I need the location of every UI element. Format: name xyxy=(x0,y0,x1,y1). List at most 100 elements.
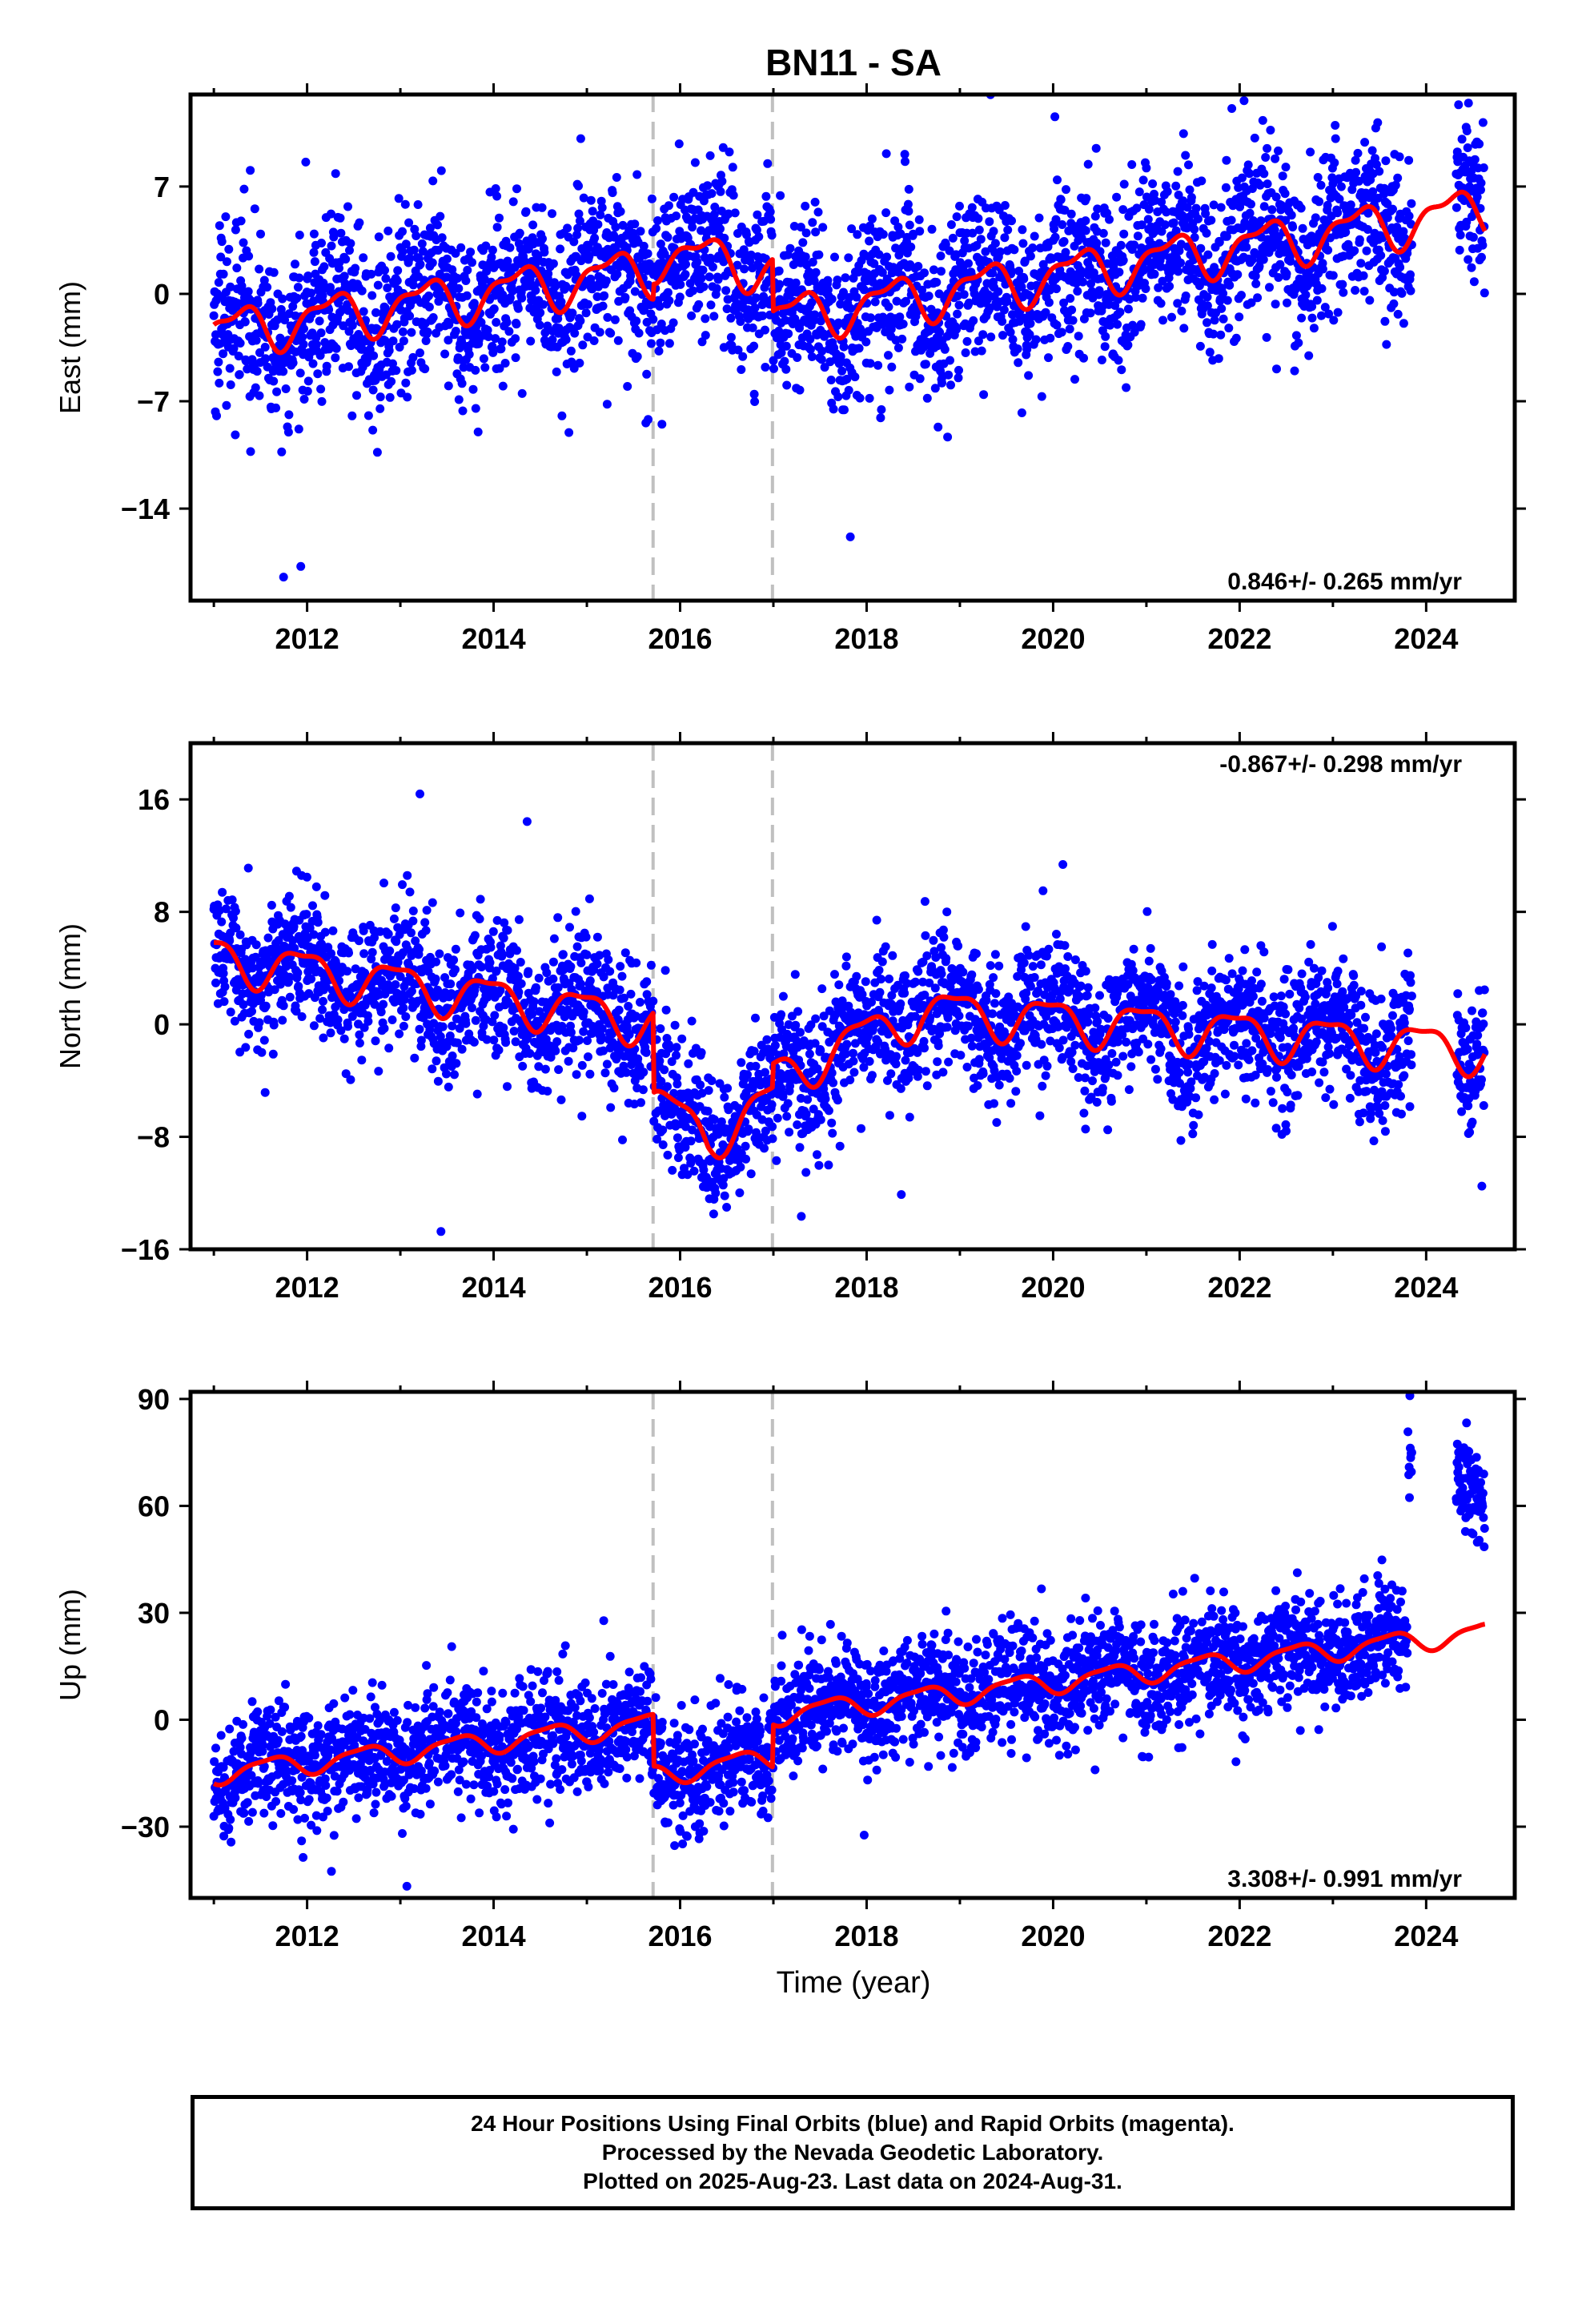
east-data-point xyxy=(630,287,640,296)
north-data-point xyxy=(751,1061,761,1071)
east-data-point xyxy=(572,230,582,239)
east-data-point xyxy=(616,207,625,216)
east-data-point xyxy=(1259,169,1269,179)
east-data-point xyxy=(259,275,269,285)
east-data-point xyxy=(808,257,817,267)
east-data-point xyxy=(484,332,493,341)
east-data-point xyxy=(528,220,538,230)
north-data-point xyxy=(398,880,407,890)
east-data-point xyxy=(1114,356,1123,365)
north-data-point xyxy=(268,1049,278,1059)
east-data-point xyxy=(726,332,736,342)
north-data-point xyxy=(576,958,586,967)
north-data-point xyxy=(384,1043,394,1053)
east-data-point xyxy=(1050,224,1059,234)
north-data-point xyxy=(617,971,627,981)
east-data-point xyxy=(805,335,815,344)
east-data-point xyxy=(1173,167,1182,176)
east-data-point xyxy=(1323,245,1333,255)
east-data-point xyxy=(371,308,380,317)
east-data-point xyxy=(209,311,219,320)
east-data-point xyxy=(733,345,743,355)
east-data-point xyxy=(775,279,785,289)
east-data-point xyxy=(481,241,491,251)
east-data-point xyxy=(292,293,302,303)
east-data-point xyxy=(810,310,820,320)
east-data-point xyxy=(488,348,498,357)
east-data-point xyxy=(753,210,762,219)
north-data-point xyxy=(720,1191,729,1200)
east-data-point xyxy=(1061,247,1070,257)
east-data-point xyxy=(1455,245,1464,255)
east-data-point xyxy=(1122,383,1131,392)
north-data-point xyxy=(451,965,460,975)
north-data-point xyxy=(319,996,327,1006)
north-data-point xyxy=(355,1039,364,1047)
east-data-point xyxy=(529,67,538,76)
north-data-point xyxy=(579,1007,588,1017)
east-data-point xyxy=(413,200,423,209)
north-points xyxy=(209,789,1489,1236)
north-data-point xyxy=(827,1118,837,1128)
east-data-point xyxy=(1404,155,1414,165)
north-data-point xyxy=(592,959,602,969)
east-data-point xyxy=(363,411,373,420)
north-data-point xyxy=(793,1120,802,1129)
east-data-point xyxy=(1044,298,1054,308)
east-data-point xyxy=(1336,182,1346,191)
east-data-point xyxy=(676,279,685,289)
east-data-point xyxy=(375,392,385,402)
north-data-point xyxy=(841,952,851,962)
east-data-point xyxy=(492,191,502,201)
east-data-point xyxy=(421,336,431,345)
north-data-point xyxy=(849,1068,859,1077)
east-data-point xyxy=(1356,259,1366,268)
east-data-point xyxy=(469,299,479,308)
east-data-point xyxy=(372,448,382,457)
east-data-point xyxy=(892,296,901,306)
east-data-point xyxy=(548,259,558,268)
north-data-point xyxy=(770,1040,780,1050)
north-data-point xyxy=(642,977,652,987)
north-data-point xyxy=(468,1003,476,1012)
north-data-point xyxy=(355,1030,364,1039)
east-data-point xyxy=(1274,273,1283,282)
east-data-point xyxy=(1062,185,1070,195)
east-data-point xyxy=(232,263,242,273)
east-data-point xyxy=(839,287,848,297)
east-data-point xyxy=(689,286,697,296)
east-data-point xyxy=(1167,312,1176,322)
north-data-point xyxy=(438,1022,448,1031)
north-data-point xyxy=(516,979,526,988)
north-data-point xyxy=(572,1070,581,1080)
north-data-point xyxy=(790,970,800,979)
east-data-point xyxy=(1086,308,1095,318)
east-data-point xyxy=(393,266,403,275)
east-data-point xyxy=(865,236,874,246)
east-data-point xyxy=(1044,353,1053,363)
east-data-point xyxy=(900,150,909,159)
east-data-point xyxy=(733,229,742,238)
east-data-point xyxy=(1287,211,1296,220)
east-data-point xyxy=(954,373,963,383)
east-data-point xyxy=(1282,269,1291,279)
east-data-point xyxy=(1256,216,1266,226)
east-data-point xyxy=(1265,283,1274,292)
north-data-point xyxy=(408,907,418,915)
north-data-point xyxy=(736,1162,745,1172)
east-data-point xyxy=(437,233,447,243)
north-data-point xyxy=(744,1124,753,1134)
east-data-point xyxy=(1250,133,1259,143)
east-data-point xyxy=(901,157,909,167)
east-data-point xyxy=(1259,202,1269,211)
east-plot-area xyxy=(209,67,1489,601)
east-data-point xyxy=(1123,340,1133,350)
east-data-point xyxy=(416,259,425,269)
east-data-point xyxy=(785,243,795,253)
east-data-point xyxy=(579,193,588,203)
north-data-point xyxy=(449,955,459,965)
north-data-point xyxy=(703,1107,713,1116)
east-data-point xyxy=(610,232,619,242)
east-data-point xyxy=(699,282,709,292)
east-x-tick-label: 2024 xyxy=(1394,622,1458,655)
